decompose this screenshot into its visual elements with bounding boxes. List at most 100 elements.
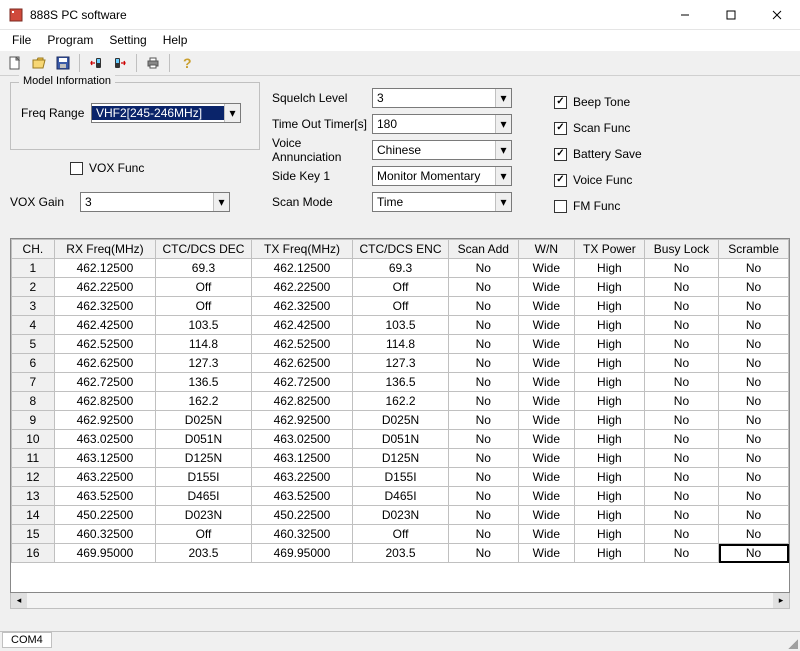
cell[interactable]: D025N	[353, 411, 449, 430]
cell[interactable]: No	[719, 354, 789, 373]
table-row[interactable]: 11463.12500D125N463.12500D125NNoWideHigh…	[12, 449, 789, 468]
column-header[interactable]: Scan Add	[448, 240, 518, 259]
cell[interactable]: 460.32500	[251, 525, 352, 544]
cell[interactable]: No	[448, 449, 518, 468]
cell[interactable]: 462.92500	[54, 411, 155, 430]
cell[interactable]: 462.42500	[251, 316, 352, 335]
cell[interactable]: 462.82500	[54, 392, 155, 411]
cell[interactable]: Wide	[518, 373, 574, 392]
cell[interactable]: Wide	[518, 487, 574, 506]
cell[interactable]: 463.12500	[251, 449, 352, 468]
cell[interactable]: High	[574, 468, 644, 487]
cell[interactable]: No	[644, 297, 718, 316]
cell[interactable]: No	[719, 278, 789, 297]
open-icon[interactable]	[28, 52, 50, 74]
cell[interactable]: 460.32500	[54, 525, 155, 544]
cell[interactable]: 462.72500	[251, 373, 352, 392]
cell[interactable]: 462.12500	[251, 259, 352, 278]
fm-checkbox[interactable]: FM Func	[554, 199, 620, 213]
cell[interactable]: High	[574, 392, 644, 411]
vox-func-checkbox[interactable]: VOX Func	[70, 161, 144, 175]
cell[interactable]: High	[574, 449, 644, 468]
row-header[interactable]: 5	[12, 335, 55, 354]
cell[interactable]: 114.8	[156, 335, 252, 354]
voicef-checkbox[interactable]: Voice Func	[554, 173, 632, 187]
cell[interactable]: 463.22500	[251, 468, 352, 487]
cell[interactable]: Wide	[518, 297, 574, 316]
cell[interactable]: Wide	[518, 430, 574, 449]
cell[interactable]: No	[644, 506, 718, 525]
cell[interactable]: No	[644, 430, 718, 449]
table-row[interactable]: 13463.52500D465I463.52500D465INoWideHigh…	[12, 487, 789, 506]
cell[interactable]: No	[719, 316, 789, 335]
cell[interactable]: 462.82500	[251, 392, 352, 411]
table-row[interactable]: 2462.22500Off462.22500OffNoWideHighNoNo	[12, 278, 789, 297]
sidekey-combo[interactable]: Monitor Momentary ▾	[372, 166, 512, 186]
cell[interactable]: 462.52500	[54, 335, 155, 354]
cell[interactable]: 127.3	[353, 354, 449, 373]
cell[interactable]: Wide	[518, 335, 574, 354]
cell[interactable]: 462.12500	[54, 259, 155, 278]
cell[interactable]: No	[448, 278, 518, 297]
minimize-button[interactable]	[662, 0, 708, 30]
cell[interactable]: No	[448, 411, 518, 430]
cell[interactable]: 462.92500	[251, 411, 352, 430]
cell[interactable]: No	[448, 506, 518, 525]
cell[interactable]: D023N	[156, 506, 252, 525]
cell[interactable]: 463.02500	[251, 430, 352, 449]
cell[interactable]: No	[448, 430, 518, 449]
cell[interactable]: No	[644, 278, 718, 297]
cell[interactable]: D125N	[156, 449, 252, 468]
row-header[interactable]: 4	[12, 316, 55, 335]
cell[interactable]: No	[719, 544, 789, 563]
cell[interactable]: Wide	[518, 316, 574, 335]
cell[interactable]: No	[719, 430, 789, 449]
row-header[interactable]: 15	[12, 525, 55, 544]
cell[interactable]: No	[644, 259, 718, 278]
cell[interactable]: No	[448, 373, 518, 392]
cell[interactable]: 462.22500	[54, 278, 155, 297]
cell[interactable]: Wide	[518, 525, 574, 544]
cell[interactable]: No	[719, 259, 789, 278]
scroll-left-icon[interactable]: ◂	[11, 593, 27, 608]
new-icon[interactable]	[4, 52, 26, 74]
cell[interactable]: High	[574, 430, 644, 449]
cell[interactable]: D051N	[156, 430, 252, 449]
menu-file[interactable]: File	[4, 31, 39, 49]
maximize-button[interactable]	[708, 0, 754, 30]
column-header[interactable]: CTC/DCS ENC	[353, 240, 449, 259]
cell[interactable]: 69.3	[353, 259, 449, 278]
cell[interactable]: 103.5	[353, 316, 449, 335]
beep-checkbox[interactable]: Beep Tone	[554, 95, 630, 109]
cell[interactable]: High	[574, 525, 644, 544]
cell[interactable]: D125N	[353, 449, 449, 468]
cell[interactable]: 462.72500	[54, 373, 155, 392]
table-row[interactable]: 12463.22500D155I463.22500D155INoWideHigh…	[12, 468, 789, 487]
cell[interactable]: 450.22500	[54, 506, 155, 525]
table-row[interactable]: 10463.02500D051N463.02500D051NNoWideHigh…	[12, 430, 789, 449]
row-header[interactable]: 3	[12, 297, 55, 316]
cell[interactable]: 162.2	[353, 392, 449, 411]
write-radio-icon[interactable]	[109, 52, 131, 74]
cell[interactable]: No	[644, 392, 718, 411]
cell[interactable]: 162.2	[156, 392, 252, 411]
scanmode-combo[interactable]: Time ▾	[372, 192, 512, 212]
cell[interactable]: High	[574, 411, 644, 430]
cell[interactable]: High	[574, 544, 644, 563]
cell[interactable]: Wide	[518, 259, 574, 278]
cell[interactable]: 463.22500	[54, 468, 155, 487]
horizontal-scrollbar[interactable]: ◂ ▸	[10, 593, 790, 609]
cell[interactable]: No	[448, 525, 518, 544]
cell[interactable]: No	[719, 297, 789, 316]
cell[interactable]: Off	[353, 525, 449, 544]
cell[interactable]: 463.12500	[54, 449, 155, 468]
row-header[interactable]: 7	[12, 373, 55, 392]
cell[interactable]: D155I	[156, 468, 252, 487]
cell[interactable]: No	[448, 259, 518, 278]
column-header[interactable]: RX Freq(MHz)	[54, 240, 155, 259]
cell[interactable]: 463.52500	[251, 487, 352, 506]
cell[interactable]: No	[719, 506, 789, 525]
row-header[interactable]: 10	[12, 430, 55, 449]
cell[interactable]: No	[448, 544, 518, 563]
cell[interactable]: Wide	[518, 278, 574, 297]
